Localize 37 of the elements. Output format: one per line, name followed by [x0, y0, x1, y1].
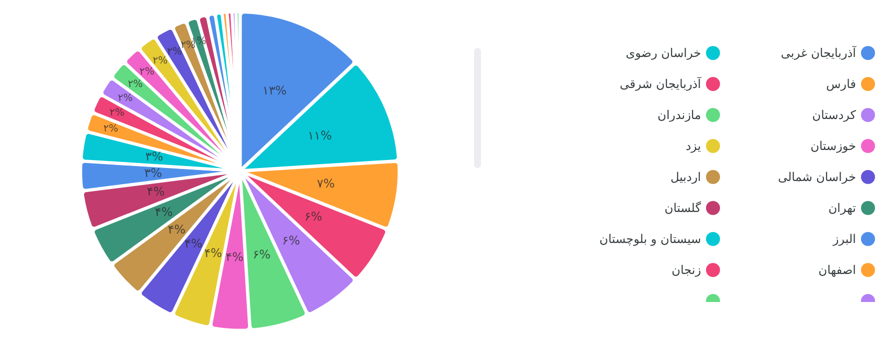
data-label: ۲% [103, 124, 118, 135]
legend-label: خراسان رضوی [626, 46, 701, 60]
legend-label: کردستان [812, 108, 856, 122]
data-label: ۱۳% [262, 83, 287, 98]
legend-label: سیستان و بلوچستان [599, 232, 701, 246]
legend-label: یزد [686, 139, 701, 153]
legend-label: فارس [826, 77, 856, 91]
legend-label: تهران [828, 201, 856, 215]
data-label: ۴% [226, 250, 244, 264]
data-label: ۶% [252, 247, 271, 262]
legend-label: خراسان شمالی [778, 170, 856, 184]
data-label: ۲% [140, 66, 154, 78]
legend-label: آذربایجان غربی [780, 46, 856, 60]
legend-label: اردبیل [670, 170, 701, 184]
data-label: ۴% [204, 246, 222, 260]
data-label: ۲% [128, 78, 143, 90]
data-label: ۴% [154, 204, 173, 219]
data-label: ۲% [152, 56, 168, 67]
data-label: ۳% [144, 166, 162, 180]
data-label: ۷% [316, 176, 335, 191]
legend-label: آذربایجان شرقی [620, 77, 701, 91]
data-label: ۴% [184, 236, 202, 250]
data-label: ۲% [167, 46, 182, 58]
legend-label: اصفهان [818, 263, 856, 277]
legend-label: البرز [832, 232, 856, 246]
data-label: ۴% [168, 222, 186, 237]
data-label: ۶% [304, 210, 322, 224]
legend-label: زنجان [672, 263, 701, 277]
data-label: ۲% [118, 92, 133, 104]
legend-label: گلستان [664, 201, 701, 215]
data-label: ۶% [282, 233, 300, 248]
data-label: ۲% [110, 108, 124, 119]
legend-label: خوزستان [810, 139, 856, 153]
legend-label: مازندران [658, 108, 701, 122]
data-label: ۴% [146, 184, 165, 199]
data-label: ۳% [145, 150, 164, 164]
data-label: ۱۱% [308, 128, 332, 143]
